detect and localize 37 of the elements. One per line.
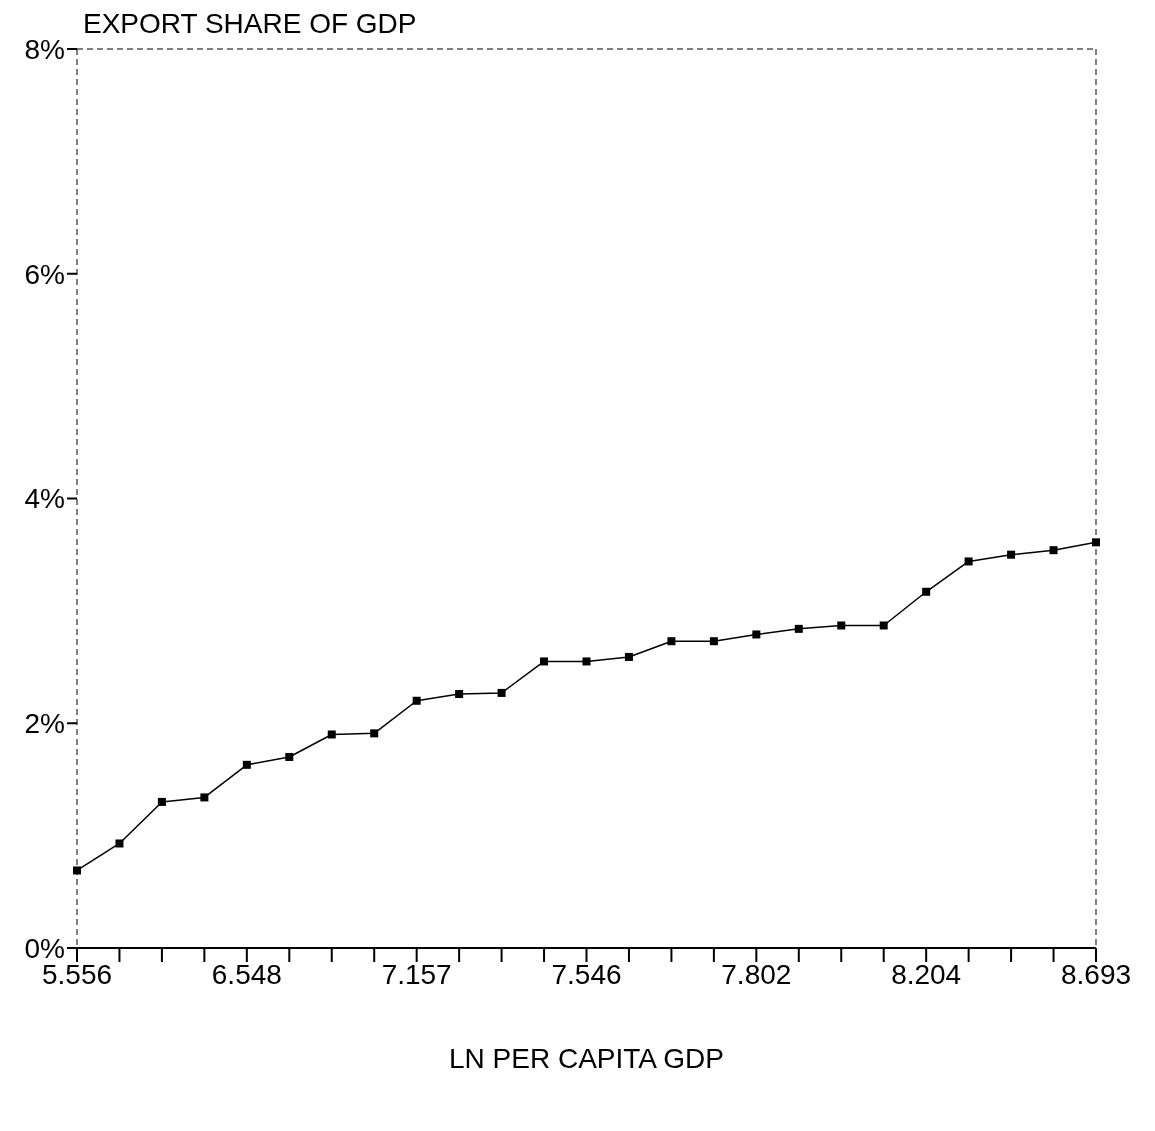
point (200, 793, 209, 802)
point (412, 696, 421, 705)
point (370, 729, 379, 738)
point (624, 652, 633, 661)
point (157, 797, 166, 806)
y-tick-label: 6% (24, 258, 65, 290)
point (752, 630, 761, 639)
point (1049, 546, 1058, 555)
point (922, 587, 931, 596)
point (455, 690, 464, 699)
point (1092, 538, 1100, 547)
point (667, 637, 676, 646)
x-tick-label: 6.548 (211, 958, 282, 990)
point (540, 657, 549, 666)
y-tick-label: 4% (24, 483, 65, 515)
y-tick-label: 2% (24, 708, 65, 740)
x-tick-label: 8.204 (891, 958, 962, 990)
x-tick-label: 7.802 (721, 958, 792, 990)
point (73, 866, 81, 875)
x-tick-label: 7.546 (551, 958, 622, 990)
x-tick-label: 8.693 (1060, 958, 1132, 990)
point (709, 637, 718, 646)
point (837, 621, 846, 630)
point (242, 760, 251, 769)
point (327, 730, 336, 739)
point (497, 688, 506, 697)
point (1007, 550, 1016, 559)
point (794, 624, 803, 633)
point (879, 621, 888, 630)
x-axis-title: LN PER CAPITA GDP (449, 1043, 724, 1074)
y-tick-label: 8% (24, 33, 65, 65)
point (964, 557, 973, 566)
point (285, 752, 294, 761)
y-axis-title: EXPORT SHARE OF GDP (83, 8, 417, 40)
x-tick-label: 7.157 (381, 958, 452, 990)
point (582, 657, 591, 666)
point (115, 839, 124, 848)
